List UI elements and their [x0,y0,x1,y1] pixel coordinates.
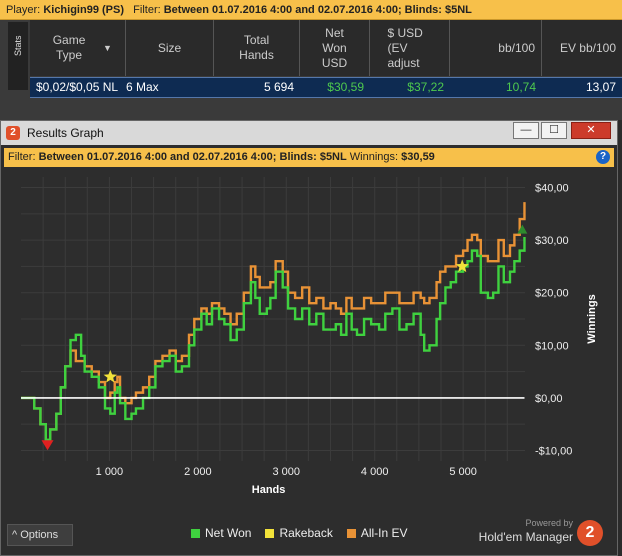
cell-size: 6 Max [126,80,159,94]
legend-swatch-allin-ev [346,528,356,538]
min-marker [41,440,54,451]
close-button[interactable]: ✕ [571,122,611,139]
options-label: Options [20,529,59,541]
y-tick-label: -$10,00 [535,445,572,457]
rakeback-star-marker [103,369,117,383]
col-net-won-label: Net Won USD [321,25,348,70]
col-bb100-label: bb/100 [498,40,535,55]
maximize-button[interactable]: ☐ [541,122,567,139]
cell-total-hands: 5 694 [263,80,294,94]
product-name: Hold'em Manager [478,530,573,544]
stats-tab-label: Stats [13,35,23,56]
options-button[interactable]: ^ Options [7,524,73,546]
results-graph-window: 2 Results Graph — ☐ ✕ Filter: Between 01… [0,120,618,556]
player-name: Kichigin99 (PS) [43,4,124,16]
sort-caret-icon: ▼ [103,42,112,53]
legend-item-allin-ev[interactable]: All-In EV [346,526,408,540]
window-title: Results Graph [27,126,104,140]
rakeback-star-marker [455,259,469,273]
cell-bb100: 10,74 [505,80,536,94]
stats-tab[interactable]: Stats [8,22,28,90]
x-tick-label: 1 000 [96,466,124,478]
x-tick-label: 4 000 [361,466,389,478]
legend-swatch-net-won [191,528,200,538]
app-icon: 2 [6,126,20,140]
x-axis-label: Hands [252,484,286,496]
powered-by-label: Powered by [525,518,573,528]
filter-text: Between 01.07.2016 4:00 and 02.07.2016 4… [163,4,472,16]
y-tick-label: $10,00 [535,340,569,352]
max-marker [517,224,528,234]
winnings-value: $30,59 [401,151,435,163]
graph-filter-label: Filter: [8,151,36,163]
col-bb100[interactable]: bb/100 [450,20,542,76]
minimize-button[interactable]: — [513,122,539,139]
hm2-logo: 2 [577,520,603,546]
window-titlebar[interactable]: 2 Results Graph — ☐ ✕ [1,121,617,145]
legend-item-rakeback[interactable]: Rakeback [265,526,333,540]
x-tick-label: 3 000 [272,466,300,478]
col-ev-adjusted-label: $ USD (EV adjust [387,25,423,70]
graph-filter-bar: Filter: Between 01.07.2016 4:00 and 02.0… [4,148,614,167]
col-total-hands[interactable]: Total Hands [214,20,300,76]
graph-footer: ^ Options Net Won Rakeback All-In EV Pow… [1,516,617,556]
help-icon[interactable]: ? [596,150,610,164]
legend-label-rakeback: Rakeback [279,526,333,540]
y-tick-label: $0,00 [535,393,563,405]
cell-net-won: $30,59 [327,80,364,94]
legend-swatch-rakeback [265,528,275,538]
winnings-label: Winnings: [349,151,399,163]
results-chart: -$10,00 $0,00 $10,00 $20,00 $30,00 $40,00 1 00… [21,177,598,496]
stats-panel: Stats Game Type ▼ Size Total Hands Net Wo… [0,20,622,120]
col-total-hands-label: Total Hands [239,33,274,62]
cell-game-type: $0,02/$0,05 NL [36,80,119,94]
series-line-net-won [21,237,526,442]
col-game-type-label: Game Type [52,33,86,62]
col-game-type[interactable]: Game Type ▼ [30,20,126,76]
options-caret-icon: ^ [12,529,18,541]
player-filter-bar: Player: Kichigin99 (PS) Filter: Between … [0,0,622,20]
chart-legend: Net Won Rakeback All-In EV [191,526,408,540]
legend-item-net-won[interactable]: Net Won [191,526,251,540]
cell-ev-adjusted: $37,22 [407,80,444,94]
col-size-label: Size [157,40,182,55]
powered-by: Powered by Hold'em Manager 2 [478,518,605,552]
legend-label-net-won: Net Won [205,526,252,540]
y-axis-label: Winnings [586,294,598,343]
col-ev-bb100-label: EV bb/100 [559,40,616,55]
col-net-won[interactable]: Net Won USD [300,20,370,76]
col-size[interactable]: Size [126,20,214,76]
col-ev-adjusted[interactable]: $ USD (EV adjust [370,20,450,76]
filter-label: Filter: [133,4,161,16]
legend-label-allin-ev: All-In EV [360,526,408,540]
graph-filter-text: Between 01.07.2016 4:00 and 02.07.2016 4… [38,151,347,163]
x-tick-label: 5 000 [449,466,477,478]
y-tick-label: $30,00 [535,235,569,247]
y-tick-label: $20,00 [535,288,569,300]
cell-ev-bb100: 13,07 [585,80,616,94]
x-tick-label: 2 000 [184,466,212,478]
stats-table-header: Game Type ▼ Size Total Hands Net Won USD … [30,20,622,76]
player-label: Player: [6,4,41,16]
col-ev-bb100[interactable]: EV bb/100 [542,20,622,76]
y-tick-label: $40,00 [535,183,569,195]
table-row[interactable]: $0,02/$0,05 NL 6 Max 5 694 $30,59 $37,22… [30,77,622,98]
